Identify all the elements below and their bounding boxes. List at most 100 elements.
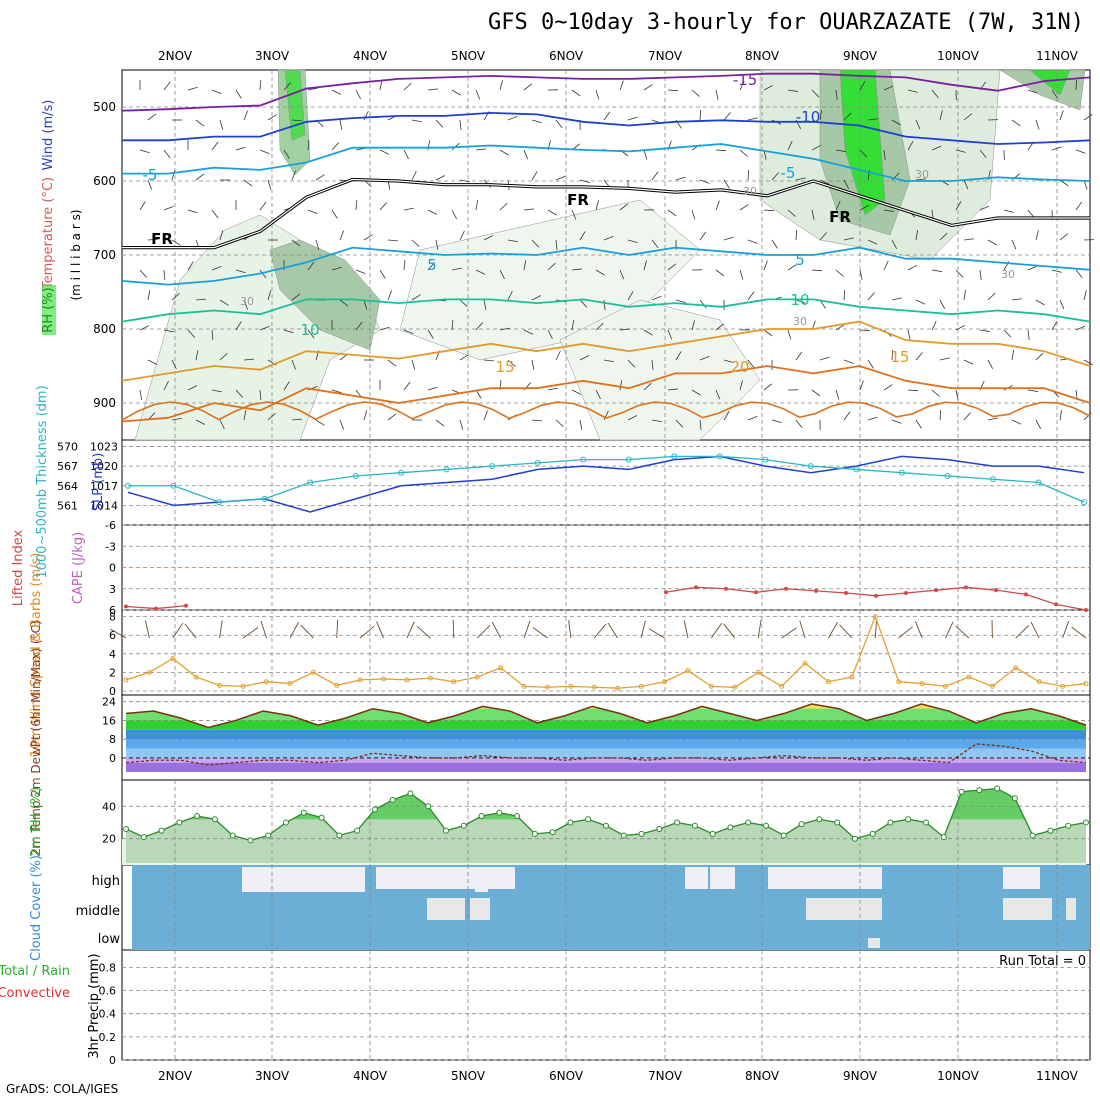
wind-barb [763,329,773,337]
wind-barb [828,622,838,639]
ylabel-thickness: 1000~500mb Thickness (dm) [35,385,50,578]
rh-point [905,816,912,823]
wind-barb [763,84,774,91]
thickness-point [352,472,359,479]
wind-speed-point [1083,681,1089,687]
wind-barb [291,170,296,181]
wind-barb [523,149,529,160]
li-tick-label: 3 [109,583,116,596]
top-x-tick-label: 7NOV [648,49,683,63]
temp-tick-label: 24 [102,696,116,709]
top-x-tick-label: 4NOV [353,49,388,63]
wind-barb [387,413,397,421]
wind-barb [283,82,291,91]
rh-point [851,835,858,842]
wind-speed-point [544,684,550,690]
wind-barb [259,149,270,154]
wind-barb [859,380,864,391]
contour-label: 10 [790,291,809,309]
wind-barb [619,380,623,391]
li-tick-label: -3 [105,540,116,553]
top-x-tick-label: 11NOV [1036,49,1078,63]
rh-point [389,796,396,803]
cloud-high-seg [242,867,365,892]
wind-barb [607,622,619,639]
temp-band-4 [126,729,1086,740]
wind-barb [1035,119,1040,130]
wind-barb [139,269,147,278]
thickness-point [534,459,541,466]
wind-barb [483,299,487,310]
wind-barb [579,299,588,308]
ylabel-cape: CAPE (J/kg) [71,532,86,604]
wind-barb [363,299,368,310]
y-tick-label: 700 [93,248,116,262]
wind-barb [187,209,198,214]
thickness-point [125,482,131,489]
wind-barb [507,290,513,301]
wind-barb [555,350,561,361]
wind-barb [739,149,748,157]
cloud-mid-seg [806,898,882,920]
wind-barb [1075,149,1086,154]
wind-barb [891,419,902,424]
wind-barb [771,419,782,423]
slp-ylabel: SLP (mb) 1000~500mb Thickness (dm) [35,385,106,578]
wind-speed-point [263,679,269,685]
wind-barb [675,419,684,428]
wind-barb [387,359,397,367]
wind-barb [507,239,518,243]
wind-barb [355,89,361,100]
thickness-point [671,453,678,460]
wind-barb [459,179,470,183]
wind-barb [459,119,462,130]
rh-point [140,834,147,841]
wind-barb [171,239,181,246]
wind-speed-point [708,683,714,689]
precip-plot: 0 0.2 0.4 0.6 0.8 Run Total = 0 3hr Precip (mm… [0,950,1090,1067]
wind-barb [1011,350,1014,361]
wind-barb [915,419,922,429]
wind-barb [307,209,318,214]
wind-barb [1059,410,1062,421]
ylabel-temperature: Temperature (°C) [41,177,56,290]
wind-barb [147,238,158,241]
wind-barb [571,320,575,331]
panel-frame-1 [121,439,1091,526]
wind-barb [475,269,486,275]
top-x-tick-label: 3NOV [255,49,290,63]
wind-barb [406,621,415,639]
wind-barb [547,387,558,391]
wind-barb [483,359,494,362]
wind-barb [235,89,242,99]
wind-barb [843,237,854,241]
wind-barb [416,625,431,639]
wind-barb [739,380,743,391]
wind-barb [883,85,894,91]
wind-barb [283,381,290,391]
wind-tick-label: 2 [109,666,116,679]
wind-barb [307,261,315,271]
wind-speed-point [287,681,293,687]
wind-barb [376,621,384,639]
rh-shade-3 [284,69,306,141]
cloud-mid-seg [1066,898,1076,920]
wind-barb [387,239,398,242]
wind-barb [619,80,624,91]
wind-barb [843,112,852,121]
wind-barb [307,87,318,91]
thickness-point [1035,479,1042,486]
wind-barb [163,269,166,280]
wind-barb [987,359,994,370]
wind-barb [483,410,488,421]
rh-point [496,809,503,816]
wind-barb [955,389,959,400]
wind-barb [243,179,253,187]
wind-barb [891,239,898,250]
wind-barb [747,239,758,244]
wind-barb [795,177,806,181]
wind-barb [507,115,518,121]
thickness-tick-label: 561 [57,499,78,512]
rh-point [1011,795,1018,802]
wind-barb [363,410,368,421]
